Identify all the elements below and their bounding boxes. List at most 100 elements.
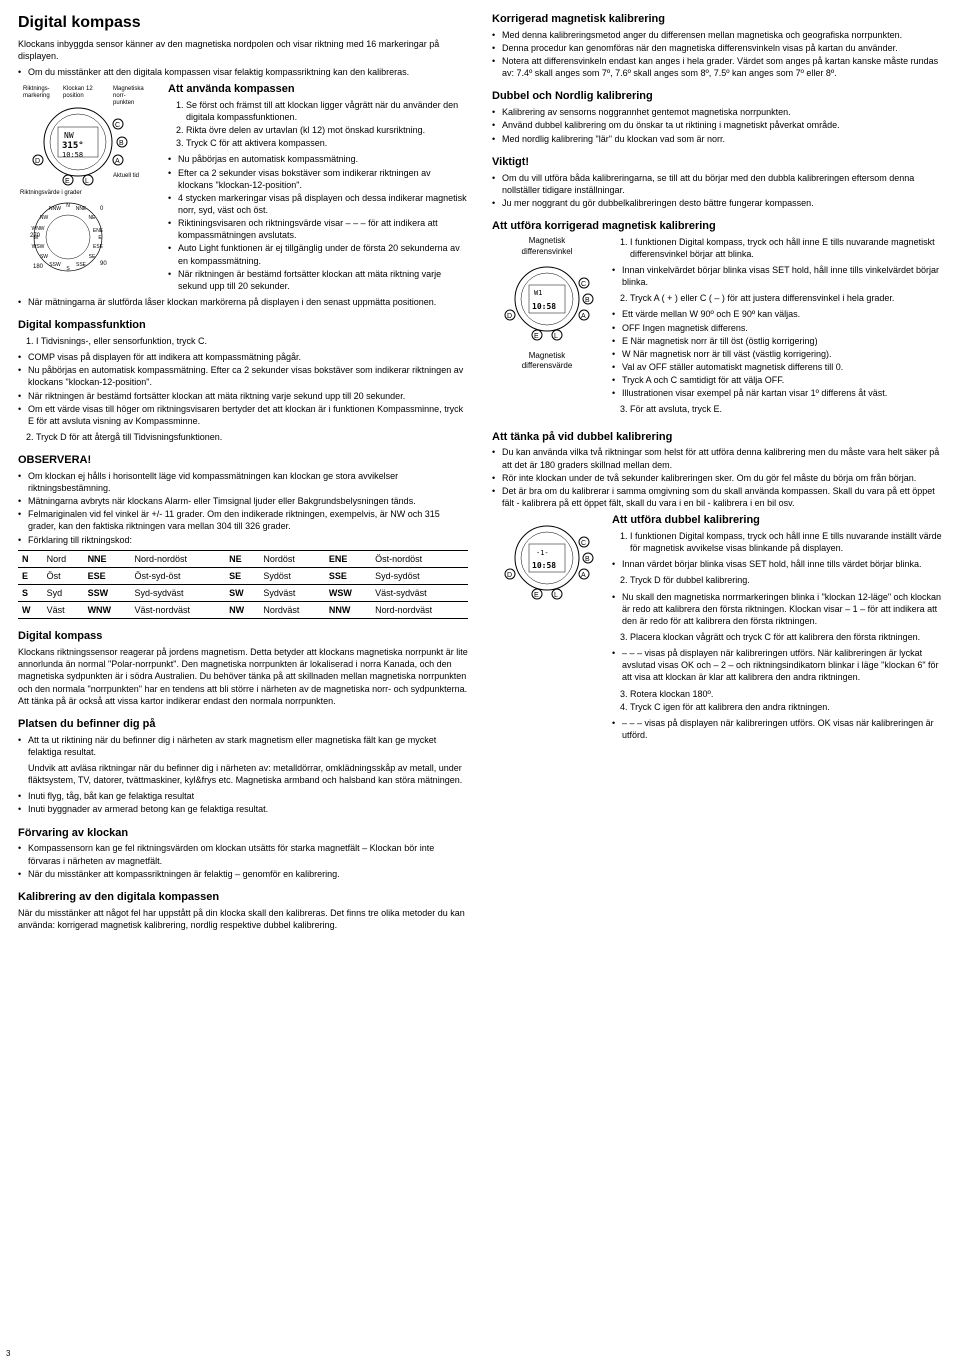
note: Om klockan ej hålls i horisontellt läge … [18,470,468,494]
note: Nu skall den magnetiska norrmarkeringen … [612,591,942,627]
note: Riktiningsvisaren och riktningsvärde vis… [168,217,468,241]
svg-text:C: C [581,540,586,547]
svg-text:10:58: 10:58 [62,151,83,159]
note: W När magnetisk norr är till väst (västl… [612,348,942,360]
perform-corrected-title: Att utföra korrigerad magnetisk kalibrer… [492,219,942,234]
double-steps-3: Placera klockan vågrätt och tryck C för … [612,631,942,643]
step: För att avsluta, tryck E. [630,403,942,415]
svg-text:NNW: NNW [49,206,61,212]
note: Auto Light funktionen är ej tillgänglig … [168,242,468,266]
svg-text:E: E [65,178,70,185]
note: Innan vinkelvärdet börjar blinka visas S… [612,264,942,288]
double-notes-4: – – – visas på displayen när kalibrering… [612,717,942,741]
compass-function-notes: COMP visas på displayen för att indikera… [18,351,468,427]
use-compass-steps: Se först och främst till att klockan lig… [168,99,468,150]
step: Tryck A ( + ) eller C ( – ) för att just… [630,292,942,304]
watch-label-angle: Magnetisk differensvinkel [492,236,602,258]
note: Ju mer noggrant du gör dubbelkalibrering… [492,197,942,209]
double-calib-thinking-title: Att tänka på vid dubbel kalibrering [492,430,942,445]
note: Inuti byggnader av armerad betong kan ge… [18,803,468,815]
location-bullets: Att ta ut riktining när du befinner dig … [18,734,468,758]
svg-text:position: position [63,93,84,99]
double-notes-1: Innan värdet börjar blinka visas SET hol… [612,558,942,570]
svg-text:NW: NW [40,215,49,221]
compass-function-steps: I Tidvisnings-, eller sensorfunktion, tr… [18,335,468,347]
observe-title: OBSERVERA! [18,453,468,468]
intro-bullet: Om du misstänker att den digitala kompas… [18,66,468,78]
note: E När magnetisk norr är till öst (östlig… [612,335,942,347]
corrected-calib-title: Korrigerad magnetisk kalibrering [492,12,942,27]
svg-text:markering: markering [23,93,50,99]
note: Nu påbörjas en automatisk kompassmätning… [168,153,468,165]
svg-text:B: B [119,140,124,147]
svg-text:270: 270 [30,233,41,239]
direction-code-table: NNord NNENord-nordöst NENordöst ENEÖst-n… [18,550,468,620]
note: När du misstänker att kompassriktningen … [18,868,468,880]
note: COMP visas på displayen för att indikera… [18,351,468,363]
note: Val av OFF ställer automatiskt magnetisk… [612,361,942,373]
svg-text:ENE: ENE [93,228,104,234]
note: Med nordlig kalibrering "lär" du klockan… [492,133,942,145]
double-steps-4: Rotera klockan 180º. Tryck C igen för at… [612,688,942,713]
note: Att ta ut riktining när du befinner dig … [18,734,468,758]
svg-text:-1-: -1- [536,549,549,557]
step: Tryck D för att återgå till Tidvisningsf… [36,431,468,443]
double-steps-1: I funktionen Digital kompass, tryck och … [612,530,942,554]
svg-text:Klockan 12: Klockan 12 [63,86,93,92]
note: När riktningen är bestämd fortsätter klo… [18,390,468,402]
svg-text:NNE: NNE [76,206,87,212]
double-steps-2: Tryck D för dubbel kalibrering. [612,574,942,586]
storage-bullets: Kompassensorn kan ge fel riktningsvärden… [18,842,468,879]
location-text: Undvik att avläsa riktningar när du befi… [18,762,468,786]
step: Tryck D för dubbel kalibrering. [630,574,942,586]
svg-text:10:58: 10:58 [532,561,556,570]
note: OFF Ingen magnetisk differens. [612,322,942,334]
double-notes-2: Nu skall den magnetiska norrmarkeringen … [612,591,942,627]
calibration-text: När du misstänker att något fel har upps… [18,907,468,931]
svg-text:Magnetiska: Magnetiska [113,86,144,92]
note: När riktningen är bestämd fortsätter klo… [168,268,468,292]
important-title: Viktigt! [492,155,942,170]
svg-text:A: A [581,313,586,320]
calibration-title: Kalibrering av den digitala kompassen [18,890,468,905]
note: Tryck A och C samtidigt för att välja OF… [612,374,942,386]
svg-text:SSW: SSW [49,262,61,268]
digital-compass-text: Klockans riktningssensor reagerar på jor… [18,646,468,707]
svg-text:L: L [85,178,89,185]
svg-text:Riktnings-: Riktnings- [23,86,50,92]
note: Kompassensorn kan ge fel riktningsvärden… [18,842,468,866]
location-bullets-2: Inuti flyg, tåg, båt kan ge felaktiga re… [18,790,468,815]
svg-text:NW: NW [64,131,74,140]
note: Rör inte klockan under de två sekunder k… [492,472,942,484]
step: Tryck C för att aktivera kompassen. [186,137,468,149]
svg-text:SSE: SSE [76,262,87,268]
note: 4 stycken markeringar visas på displayen… [168,192,468,216]
note: Om ett värde visas till höger om riktnin… [18,403,468,427]
svg-text:D: D [35,158,40,165]
svg-text:0: 0 [100,206,104,212]
double-calib-thinking-bullets: Du kan använda vilka två riktningar som … [492,446,942,509]
table-row: WVäst WNWVäst-nordväst NWNordväst NNWNor… [18,602,468,619]
note: Förklaring till riktningskod: [18,534,468,546]
left-column: Digital kompass Klockans inbyggda sensor… [18,12,468,935]
note: Innan värdet börjar blinka visas SET hol… [612,558,942,570]
svg-text:L: L [554,592,558,599]
svg-text:B: B [585,297,590,304]
svg-text:10:58: 10:58 [532,302,556,311]
digital-compass-title: Digital kompass [18,629,468,644]
table-row: EÖst ESEÖst-syd-öst SESydöst SSESyd-sydö… [18,567,468,584]
svg-text:D: D [507,313,512,320]
note: Efter ca 2 sekunder visas bokstäver som … [168,167,468,191]
step: I funktionen Digital kompass, tryck och … [630,236,942,260]
double-north-title: Dubbel och Nordlig kalibrering [492,89,942,104]
note: – – – visas på displayen när kalibrering… [612,717,942,741]
table-row: SSyd SSWSyd-sydväst SWSydväst WSWVäst-sy… [18,585,468,602]
perform-double-title: Att utföra dubbel kalibrering [612,513,942,528]
intro-bullets: Om du misstänker att den digitala kompas… [18,66,468,78]
step: Rikta övre delen av urtavlan (kl 12) mot… [186,124,468,136]
svg-text:C: C [581,281,586,288]
step: Placera klockan vågrätt och tryck C för … [630,631,942,643]
note: Illustrationen visar exempel på när kart… [612,387,942,399]
note: Ett värde mellan W 90º och E 90º kan väl… [612,308,942,320]
double-north-bullets: Kalibrering av sensorns noggrannhet gent… [492,106,942,144]
